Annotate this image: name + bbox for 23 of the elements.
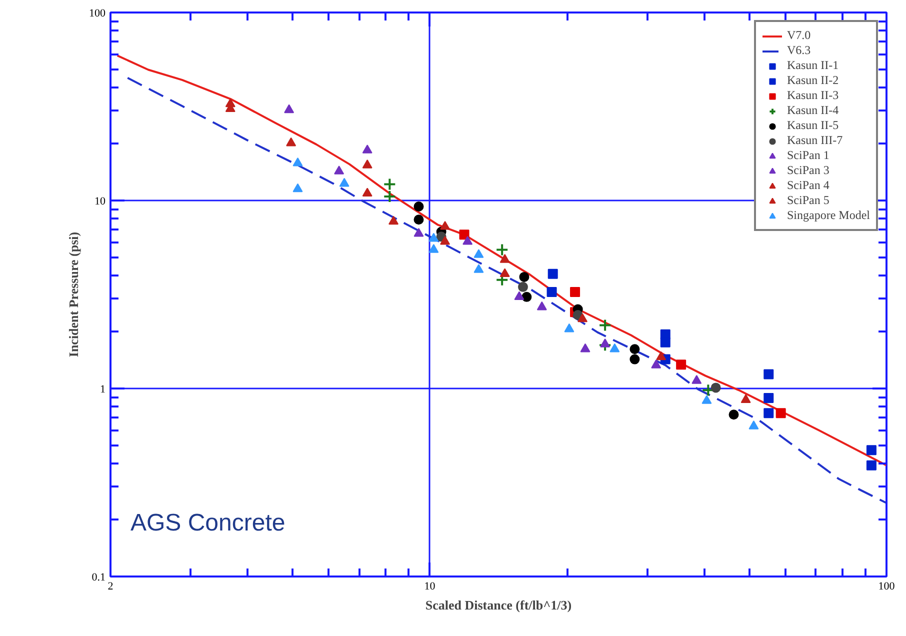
- legend-label: SciPan 1: [787, 148, 830, 163]
- x-tick-label: 2: [108, 580, 114, 592]
- legend-label: Kasun II-2: [787, 73, 839, 88]
- legend-label: V7.0: [787, 28, 811, 43]
- legend-label: Singapore Model: [787, 208, 870, 223]
- y-tick-label: 0.1: [92, 572, 106, 584]
- legend-label: V6.3: [787, 43, 811, 58]
- x-axis-title: Scaled Distance (ft/lb^1/3): [425, 598, 572, 612]
- y-tick-label: 100: [89, 8, 106, 20]
- legend-label: Kasun III-7: [787, 133, 843, 148]
- legend-label: Kasun II-5: [787, 118, 839, 133]
- legend-label: SciPan 5: [787, 193, 830, 208]
- annotation: AGS Concrete: [130, 510, 286, 536]
- y-tick-label: 10: [94, 196, 106, 208]
- x-tick-label: 100: [878, 580, 896, 592]
- legend-label: Kasun II-3: [787, 88, 839, 103]
- legend-label: SciPan 4: [787, 178, 830, 193]
- y-tick-label: 1: [100, 384, 106, 396]
- y-axis-title: Incident Pressure (psi): [66, 232, 81, 358]
- legend-label: Kasun II-1: [787, 58, 839, 73]
- legend-label: SciPan 3: [787, 163, 830, 178]
- x-tick-label: 10: [424, 580, 436, 592]
- legend-label: Kasun II-4: [787, 103, 839, 118]
